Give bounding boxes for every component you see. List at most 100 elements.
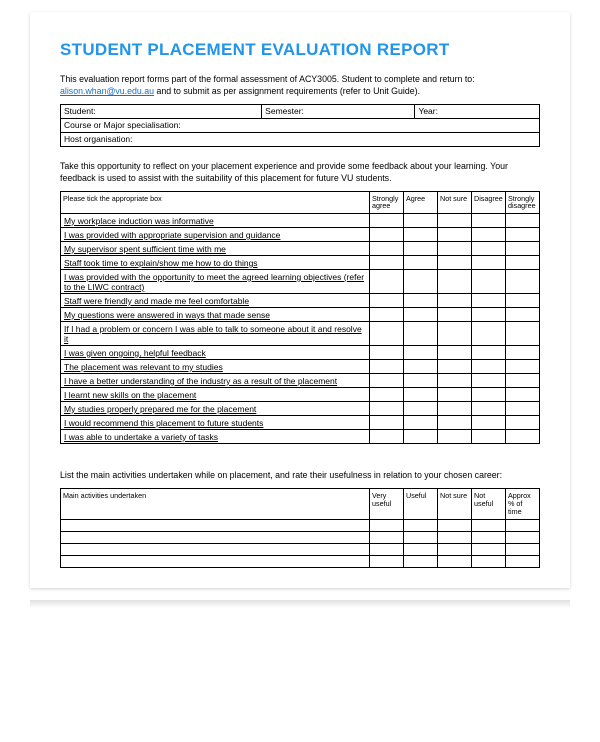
likert-checkbox-cell[interactable] [506,360,540,374]
likert-checkbox-cell[interactable] [370,308,404,322]
likert-checkbox-cell[interactable] [472,416,506,430]
activity-rating-cell[interactable] [370,543,404,555]
likert-checkbox-cell[interactable] [438,242,472,256]
activity-rating-cell[interactable] [472,543,506,555]
activity-cell[interactable] [61,543,370,555]
likert-checkbox-cell[interactable] [370,270,404,294]
likert-checkbox-cell[interactable] [438,388,472,402]
activity-cell[interactable] [61,555,370,567]
likert-checkbox-cell[interactable] [370,214,404,228]
likert-checkbox-cell[interactable] [370,402,404,416]
likert-checkbox-cell[interactable] [404,242,438,256]
likert-checkbox-cell[interactable] [404,294,438,308]
likert-checkbox-cell[interactable] [506,416,540,430]
likert-checkbox-cell[interactable] [472,270,506,294]
likert-checkbox-cell[interactable] [438,430,472,444]
activity-rating-cell[interactable] [404,555,438,567]
likert-checkbox-cell[interactable] [404,322,438,346]
course-cell[interactable]: Course or Major specialisation: [61,118,540,132]
likert-checkbox-cell[interactable] [404,402,438,416]
activity-rating-cell[interactable] [370,555,404,567]
likert-checkbox-cell[interactable] [438,346,472,360]
likert-checkbox-cell[interactable] [370,256,404,270]
likert-checkbox-cell[interactable] [506,430,540,444]
likert-checkbox-cell[interactable] [472,294,506,308]
likert-checkbox-cell[interactable] [438,360,472,374]
likert-checkbox-cell[interactable] [472,360,506,374]
likert-checkbox-cell[interactable] [370,294,404,308]
activity-rating-cell[interactable] [438,519,472,531]
likert-checkbox-cell[interactable] [506,256,540,270]
likert-checkbox-cell[interactable] [370,374,404,388]
likert-checkbox-cell[interactable] [506,402,540,416]
likert-checkbox-cell[interactable] [404,416,438,430]
activity-rating-cell[interactable] [404,543,438,555]
student-cell[interactable]: Student: [61,104,262,118]
likert-checkbox-cell[interactable] [438,214,472,228]
likert-checkbox-cell[interactable] [472,308,506,322]
likert-checkbox-cell[interactable] [404,388,438,402]
likert-checkbox-cell[interactable] [438,256,472,270]
likert-checkbox-cell[interactable] [472,388,506,402]
likert-checkbox-cell[interactable] [506,270,540,294]
likert-checkbox-cell[interactable] [370,360,404,374]
likert-checkbox-cell[interactable] [472,228,506,242]
activity-rating-cell[interactable] [438,555,472,567]
likert-checkbox-cell[interactable] [438,308,472,322]
likert-checkbox-cell[interactable] [506,322,540,346]
activity-cell[interactable] [61,519,370,531]
activity-rating-cell[interactable] [506,555,540,567]
activity-rating-cell[interactable] [506,531,540,543]
likert-checkbox-cell[interactable] [506,308,540,322]
activity-rating-cell[interactable] [370,519,404,531]
likert-checkbox-cell[interactable] [506,388,540,402]
activity-rating-cell[interactable] [472,555,506,567]
likert-checkbox-cell[interactable] [404,308,438,322]
likert-checkbox-cell[interactable] [438,374,472,388]
likert-checkbox-cell[interactable] [438,322,472,346]
host-cell[interactable]: Host organisation: [61,132,540,146]
likert-checkbox-cell[interactable] [404,430,438,444]
likert-checkbox-cell[interactable] [370,416,404,430]
activity-rating-cell[interactable] [438,531,472,543]
activity-rating-cell[interactable] [506,543,540,555]
likert-checkbox-cell[interactable] [472,402,506,416]
activity-rating-cell[interactable] [370,531,404,543]
intro-email-link[interactable]: alison.whan@vu.edu.au [60,86,154,96]
activity-rating-cell[interactable] [472,519,506,531]
likert-checkbox-cell[interactable] [438,228,472,242]
year-cell[interactable]: Year: [415,104,540,118]
activity-rating-cell[interactable] [404,531,438,543]
likert-checkbox-cell[interactable] [404,360,438,374]
likert-checkbox-cell[interactable] [472,214,506,228]
likert-checkbox-cell[interactable] [506,214,540,228]
likert-checkbox-cell[interactable] [472,430,506,444]
likert-checkbox-cell[interactable] [438,270,472,294]
likert-checkbox-cell[interactable] [506,346,540,360]
likert-checkbox-cell[interactable] [506,228,540,242]
likert-checkbox-cell[interactable] [438,402,472,416]
likert-checkbox-cell[interactable] [404,374,438,388]
likert-checkbox-cell[interactable] [370,242,404,256]
likert-checkbox-cell[interactable] [472,374,506,388]
likert-checkbox-cell[interactable] [370,388,404,402]
likert-checkbox-cell[interactable] [472,346,506,360]
likert-checkbox-cell[interactable] [506,374,540,388]
likert-checkbox-cell[interactable] [472,242,506,256]
activity-rating-cell[interactable] [438,543,472,555]
likert-checkbox-cell[interactable] [472,256,506,270]
activity-cell[interactable] [61,531,370,543]
likert-checkbox-cell[interactable] [438,294,472,308]
likert-checkbox-cell[interactable] [370,322,404,346]
likert-checkbox-cell[interactable] [404,256,438,270]
likert-checkbox-cell[interactable] [404,270,438,294]
likert-checkbox-cell[interactable] [438,416,472,430]
semester-cell[interactable]: Semester: [262,104,415,118]
likert-checkbox-cell[interactable] [370,228,404,242]
likert-checkbox-cell[interactable] [506,242,540,256]
activity-rating-cell[interactable] [472,531,506,543]
likert-checkbox-cell[interactable] [370,430,404,444]
likert-checkbox-cell[interactable] [404,228,438,242]
likert-checkbox-cell[interactable] [472,322,506,346]
likert-checkbox-cell[interactable] [404,214,438,228]
